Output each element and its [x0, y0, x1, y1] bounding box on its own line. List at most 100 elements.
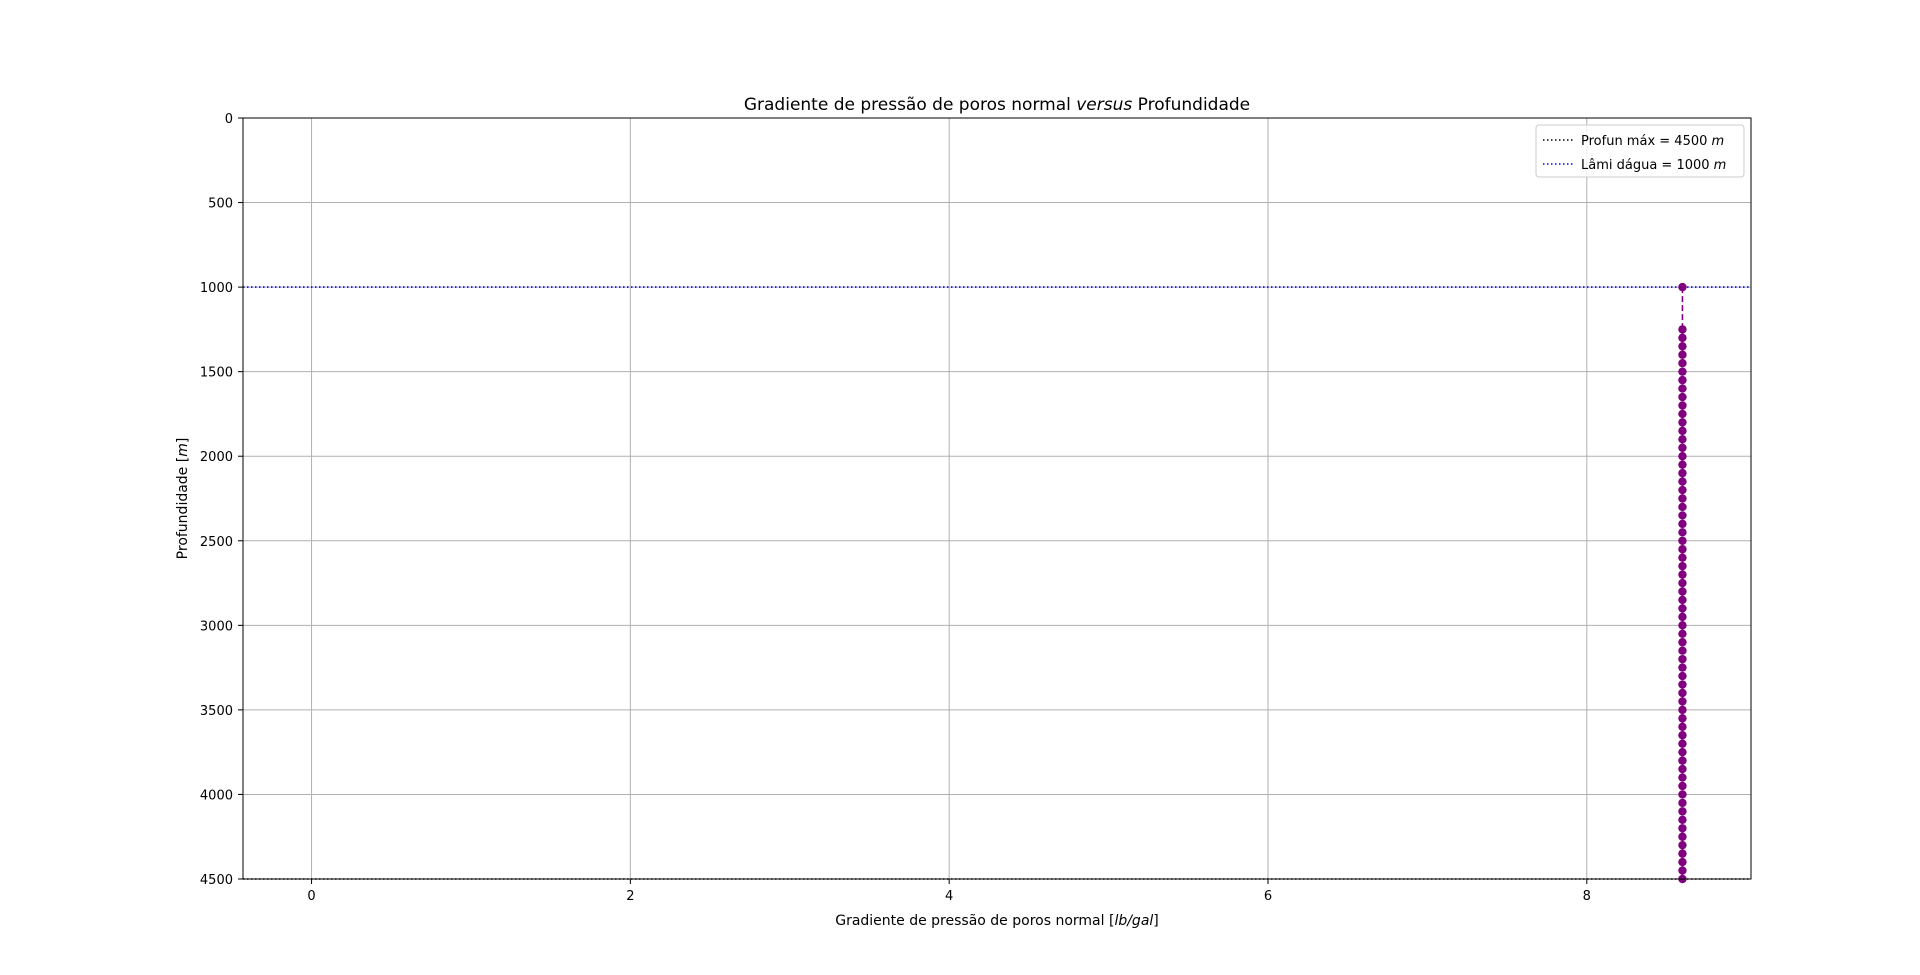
y-tick-label: 2500: [200, 535, 233, 550]
legend-entry-max-depth: Profun máx = 4500 m: [1581, 134, 1724, 149]
data-point: [1678, 807, 1687, 816]
data-point: [1678, 798, 1687, 808]
data-point: [1678, 671, 1687, 681]
x-axis-label-part: lb/gal: [1114, 913, 1153, 929]
data-point: [1678, 494, 1687, 503]
x-tick-label: 8: [1583, 889, 1591, 904]
data-point: [1678, 621, 1687, 630]
y-tick-label: 4000: [200, 788, 233, 803]
data-point: [1678, 418, 1687, 427]
y-axis: 0 500 1000 1500 2000 2500 3000 3500 4000 4500: [200, 112, 243, 888]
data-point: [1678, 663, 1687, 672]
y-tick-label: 1000: [200, 281, 233, 296]
data-point: [1678, 367, 1687, 376]
chart-title: Gradiente de pressão de poros normal ver…: [744, 95, 1250, 115]
data-point: [1678, 731, 1687, 740]
data-point: [1678, 333, 1687, 343]
chart-title-part: Profundidade: [1132, 95, 1250, 115]
chart-title-part: versus: [1076, 95, 1132, 115]
data-point: [1678, 722, 1687, 731]
data-point: [1678, 595, 1687, 605]
data-point: [1678, 392, 1687, 402]
data-point: [1678, 401, 1687, 410]
data-point: [1678, 545, 1687, 554]
data-point: [1678, 815, 1687, 825]
legend-entry-part: m: [1714, 158, 1727, 173]
data-point: [1678, 866, 1687, 875]
data-point: [1678, 578, 1687, 588]
data-point: [1678, 359, 1687, 368]
data-point: [1678, 646, 1687, 655]
data-point: [1678, 553, 1687, 562]
data-point: [1678, 840, 1687, 850]
legend: Profun máx = 4500 m Lâmi dágua = 1000 m: [1535, 124, 1745, 178]
data-point: [1678, 570, 1687, 579]
legend-entry-water-depth: Lâmi dágua = 1000 m: [1581, 158, 1726, 173]
data-point: [1678, 773, 1687, 782]
chart-title-part: Gradiente de pressão de poros normal: [744, 95, 1076, 115]
data-point: [1678, 587, 1687, 596]
data-point: [1678, 325, 1687, 334]
data-point: [1678, 561, 1687, 571]
data-point: [1678, 857, 1687, 867]
data-point: [1678, 764, 1687, 774]
data-point: [1678, 688, 1687, 698]
plot-area: [243, 118, 1751, 879]
data-point: [1678, 781, 1687, 791]
x-axis-label-part: ]: [1153, 913, 1158, 929]
data-point: [1678, 697, 1687, 706]
data-point: [1678, 756, 1687, 765]
y-tick-label: 3000: [200, 619, 233, 634]
x-tick-label: 4: [945, 889, 953, 904]
data-point: [1678, 342, 1687, 351]
y-axis-label-part: m: [175, 443, 191, 457]
data-point: [1678, 435, 1687, 444]
data-point: [1678, 384, 1687, 393]
data-point: [1678, 790, 1687, 799]
data-point: [1678, 739, 1687, 748]
data-point: [1678, 502, 1687, 512]
y-tick-label: 3500: [200, 704, 233, 719]
data-point: [1678, 485, 1687, 495]
data-point: [1678, 528, 1687, 537]
data-point: [1678, 452, 1687, 461]
y-tick-label: 500: [208, 197, 233, 212]
data-point: [1678, 680, 1687, 689]
data-point: [1678, 604, 1687, 613]
data-point: [1678, 375, 1687, 385]
y-axis-label-part: ]: [175, 438, 191, 443]
legend-entry-part: Lâmi dágua = 1000: [1581, 158, 1714, 173]
data-point: [1678, 824, 1687, 833]
data-point: [1678, 511, 1687, 520]
legend-entry-part: m: [1712, 134, 1725, 149]
series: [1678, 282, 1687, 884]
data-point: [1678, 282, 1687, 292]
data-point: [1678, 536, 1687, 545]
y-tick-label: 2000: [200, 450, 233, 465]
plot-frame: [242, 117, 1752, 880]
data-point: [1678, 705, 1687, 715]
data-point: [1678, 426, 1687, 436]
data-point: [1678, 832, 1687, 841]
data-point: [1678, 849, 1687, 858]
data-point: [1678, 519, 1687, 529]
data-point: [1678, 654, 1687, 664]
data-point: [1678, 443, 1687, 452]
data-point: [1678, 638, 1687, 647]
x-tick-label: 6: [1264, 889, 1272, 904]
data-point: [1678, 409, 1687, 419]
y-tick-label: 1500: [200, 366, 233, 381]
y-tick-label: 0: [225, 112, 233, 127]
data-point: [1678, 714, 1687, 723]
y-axis-label: Profundidade [m]: [175, 438, 191, 560]
data-point: [1678, 629, 1687, 638]
x-tick-label: 0: [307, 889, 315, 904]
y-axis-label-part: Profundidade [: [175, 457, 191, 560]
x-axis: 0 2 4 6 8: [307, 879, 1591, 904]
legend-box: [1535, 124, 1745, 178]
data-point: [1678, 468, 1687, 478]
x-tick-label: 2: [626, 889, 634, 904]
y-tick-label: 4500: [200, 873, 233, 888]
